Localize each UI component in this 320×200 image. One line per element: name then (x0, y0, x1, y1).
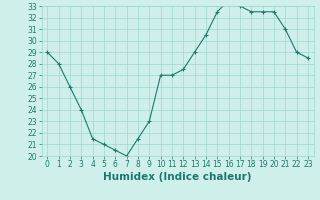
X-axis label: Humidex (Indice chaleur): Humidex (Indice chaleur) (103, 172, 252, 182)
